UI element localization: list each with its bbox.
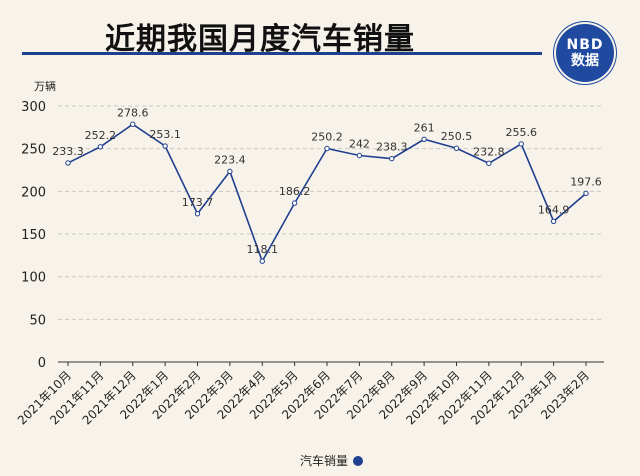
data-point — [550, 218, 557, 224]
data-point — [356, 152, 363, 159]
data-label: 197.6 — [570, 175, 602, 188]
data-point — [130, 121, 136, 127]
chart-title: 近期我国月度汽车销量 — [105, 22, 415, 57]
data-point — [227, 168, 233, 175]
data-label: 253.1 — [149, 128, 181, 141]
data-point — [421, 136, 427, 142]
data-label: 173.7 — [182, 196, 214, 209]
data-label: 164.9 — [538, 203, 570, 216]
y-tick-label: 0 — [38, 356, 46, 371]
data-point — [518, 141, 524, 147]
data-label: 250.2 — [311, 130, 343, 143]
data-point — [65, 160, 71, 166]
data-label: 255.6 — [506, 126, 538, 139]
data-label: 223.4 — [214, 153, 246, 166]
data-point — [162, 143, 168, 149]
data-label: 232.8 — [473, 145, 505, 158]
data-point — [291, 200, 298, 206]
data-point — [324, 145, 330, 152]
data-label: 118.1 — [247, 243, 279, 256]
data-label: 186.2 — [279, 185, 311, 198]
y-tick-label: 300 — [21, 100, 46, 115]
y-tick-label: 50 — [29, 313, 46, 328]
data-label: 242 — [349, 137, 370, 150]
logo-text-nbd: NBD — [566, 37, 604, 53]
y-tick-label: 150 — [21, 228, 46, 243]
data-label: 238.3 — [376, 141, 408, 154]
data-label: 261 — [414, 121, 435, 134]
legend: 汽车销量 — [300, 452, 364, 469]
data-label: 252.2 — [85, 129, 117, 142]
y-tick-label: 200 — [21, 185, 46, 200]
data-label: 233.3 — [52, 145, 84, 158]
data-point — [194, 211, 201, 217]
data-point — [259, 258, 265, 264]
data-point — [97, 144, 104, 150]
data-point — [486, 160, 492, 167]
logo-text-data: 数据 — [571, 53, 599, 69]
y-tick-label: 100 — [21, 271, 46, 286]
series-line — [67, 123, 587, 264]
y-axis-unit: 万辆 — [34, 79, 56, 93]
title-underline — [22, 52, 542, 55]
legend-marker — [353, 455, 364, 466]
data-point — [453, 145, 460, 151]
title-bar: 近期我国月度汽车销量 — [0, 0, 640, 62]
nbd-logo: NBD 数据 — [556, 24, 614, 82]
y-tick-label: 250 — [21, 143, 46, 158]
data-point — [583, 190, 589, 197]
data-label: 278.6 — [117, 106, 149, 119]
legend-label: 汽车销量 — [300, 454, 349, 468]
data-label: 250.5 — [441, 130, 473, 143]
data-point — [389, 155, 395, 162]
